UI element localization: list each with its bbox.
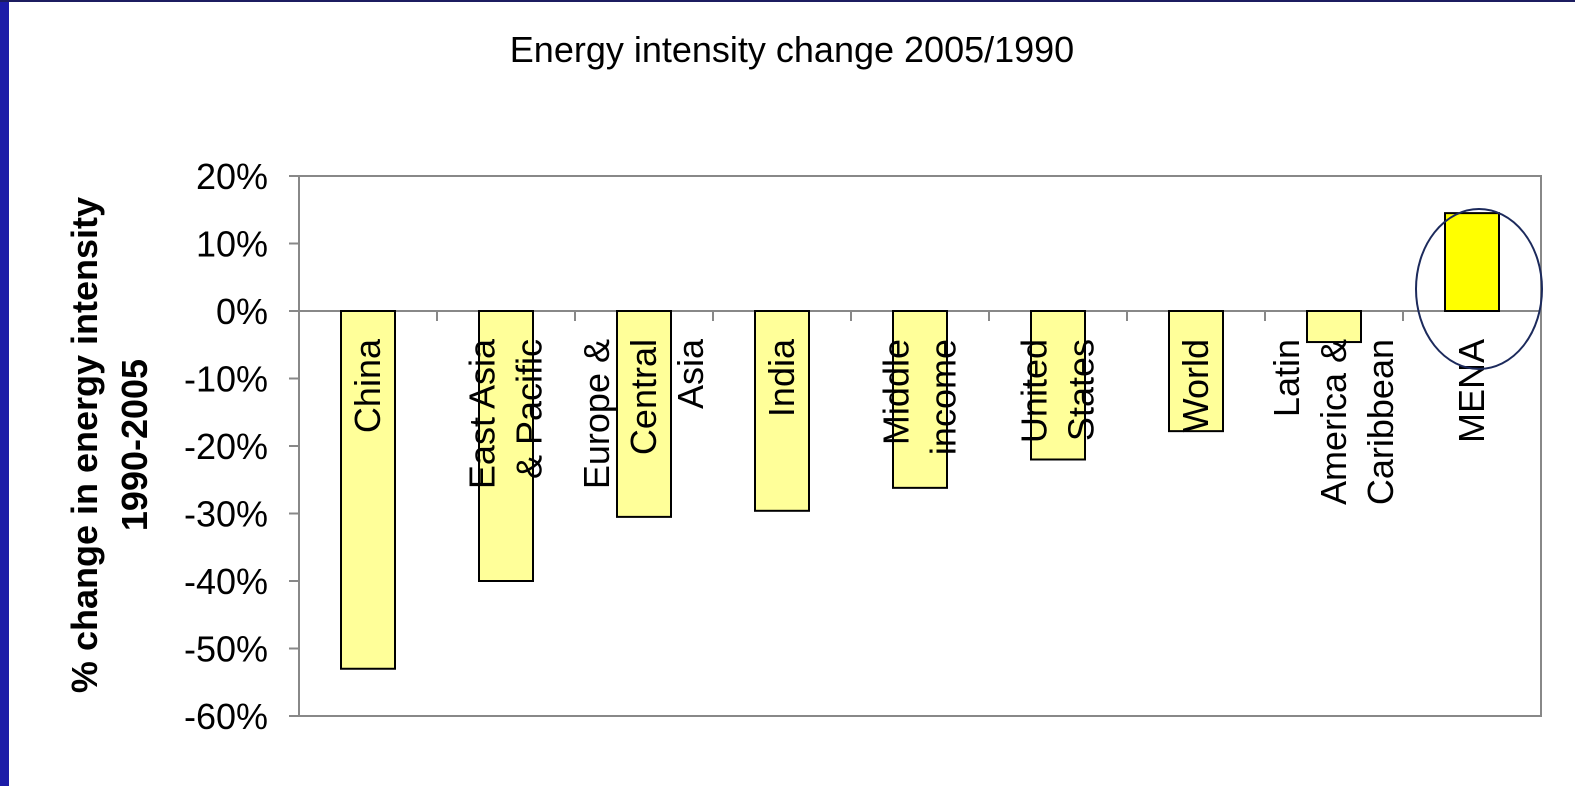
y-tick-label: -30%: [184, 494, 268, 535]
category-label: Middle: [876, 339, 917, 445]
category-label: Europe &: [576, 339, 617, 489]
bar: [1030, 310, 1086, 461]
side-strip: [0, 0, 9, 786]
category-label: World: [1175, 339, 1216, 432]
y-tick-label: -40%: [184, 561, 268, 602]
y-tick-label: -10%: [184, 359, 268, 400]
y-tick-label: -60%: [184, 696, 268, 737]
y-tick-label: 20%: [196, 156, 268, 197]
category-label: East Asia: [462, 338, 503, 489]
category-label: MENA: [1451, 339, 1492, 443]
category-label: States: [1061, 339, 1102, 441]
y-tick-label: -50%: [184, 629, 268, 670]
bar: [616, 310, 672, 518]
category-label: & Pacific: [509, 339, 550, 479]
bar: [754, 310, 810, 512]
bar: [1306, 310, 1362, 344]
bar: [1444, 212, 1500, 312]
category-label: India: [761, 338, 802, 417]
y-axis-label: 1990-2005: [114, 359, 155, 531]
category-label: Asia: [670, 338, 711, 409]
bar: [478, 310, 534, 582]
y-axis-label: % change in energy intensity: [64, 197, 105, 693]
bar: [340, 310, 396, 670]
y-tick-label: -20%: [184, 426, 268, 467]
category-label: income: [923, 339, 964, 455]
category-label: China: [347, 338, 388, 433]
chart-title: Energy intensity change 2005/1990: [510, 29, 1074, 70]
category-label: Caribbean: [1360, 339, 1401, 505]
category-label: Central: [623, 339, 664, 455]
category-label: America &: [1313, 339, 1354, 505]
y-tick-label: 10%: [196, 224, 268, 265]
category-label: United: [1014, 339, 1055, 443]
bar: [1168, 310, 1224, 433]
top-border: [0, 0, 1575, 2]
y-tick-label: 0%: [216, 291, 268, 332]
highlight-circle: [1415, 208, 1543, 370]
category-label: Latin: [1266, 339, 1307, 417]
bar: [892, 310, 948, 489]
